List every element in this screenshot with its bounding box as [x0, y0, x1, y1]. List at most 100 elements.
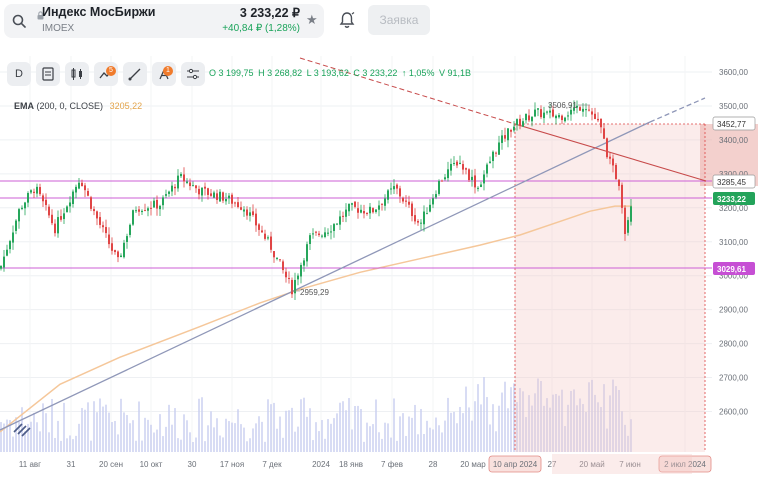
volume-bar [591, 379, 593, 452]
timeframe-button[interactable]: D [7, 62, 31, 86]
volume-bar [618, 389, 620, 452]
volume-bar [519, 388, 521, 452]
candle-body [78, 182, 80, 189]
candle-body [183, 174, 185, 182]
candle-body [393, 186, 395, 190]
candle-body [21, 207, 23, 209]
candle-body [0, 265, 2, 269]
volume-bar [69, 435, 71, 452]
price-tick-label: 3200,00 [719, 204, 748, 213]
candle-body [432, 198, 434, 205]
volume-bar [126, 415, 128, 452]
candle-body [72, 191, 74, 205]
candle-body [207, 188, 209, 195]
candle-body [225, 199, 227, 202]
volume-bar [162, 436, 164, 452]
instrument-selector[interactable] [4, 4, 324, 38]
ohlc-volume: V 91,1B [438, 68, 471, 78]
candle-body [594, 113, 596, 120]
volume-bar [555, 393, 557, 452]
volume-bar [375, 399, 377, 452]
volume-bar [459, 406, 461, 452]
volume-bar [231, 422, 233, 452]
candle-body [480, 184, 482, 187]
volume-bar [528, 395, 530, 452]
volume-bar [627, 435, 629, 452]
candle-body [591, 111, 593, 115]
candle-body [75, 186, 77, 193]
price-change: +40,84 ₽ (1,28%) [222, 23, 300, 34]
candle-body [246, 209, 248, 216]
candle-body [135, 210, 137, 212]
candle-body [165, 194, 167, 196]
volume-bar [498, 405, 500, 452]
candle-body [249, 212, 251, 216]
chart-grid [0, 56, 712, 452]
high-annotation: 3506,91 [548, 101, 577, 110]
volume-bar [441, 432, 443, 452]
volume-bar [120, 398, 122, 452]
time-axis[interactable]: 11 авг 31 20 сен 10 окт 30 17 ноя 7 дек 2024 18 … [19, 454, 712, 474]
candle-body [144, 210, 146, 212]
volume-bar [306, 416, 308, 452]
candle-body [270, 236, 272, 250]
candle-body [585, 109, 587, 111]
candle-body [441, 180, 443, 182]
candle-body [354, 201, 356, 207]
volume-bar [72, 439, 74, 452]
ema-legend[interactable]: EMA (200, 0, CLOSE) 3205,22 [14, 101, 142, 111]
candle-body [429, 204, 431, 212]
volume-bar [36, 422, 38, 452]
volume-bar [600, 407, 602, 452]
volume-bar [273, 402, 275, 452]
candle-body [345, 209, 347, 217]
volume-bar [552, 394, 554, 452]
time-tick-label: 20 май [579, 460, 605, 469]
volume-bar [345, 410, 347, 452]
volume-bar [534, 393, 536, 452]
volume-bar [264, 441, 266, 452]
volume-bar [24, 431, 26, 452]
volume-bar [90, 440, 92, 452]
candle-body [444, 177, 446, 180]
order-button[interactable]: Заявка [368, 5, 430, 35]
candle-body [426, 213, 428, 215]
resistance-line[interactable] [514, 123, 707, 182]
candle-body [396, 184, 398, 189]
volume-bar [270, 404, 272, 452]
volume-bar [300, 399, 302, 452]
volume-bar [15, 417, 17, 452]
price-tick-label: 3300,00 [719, 170, 748, 179]
candle-body [342, 215, 344, 217]
candle-body [195, 185, 197, 189]
candle-body [573, 107, 575, 111]
candle-body [15, 220, 17, 231]
candle-body [564, 117, 566, 122]
alert-bell-icon[interactable] [339, 11, 355, 29]
candle-body [606, 138, 608, 158]
candle-body [174, 186, 176, 189]
volume-bar [189, 432, 191, 452]
candle-body [411, 203, 413, 217]
volume-bar [348, 398, 350, 452]
candle-body [93, 209, 95, 212]
chart-settings-icon[interactable] [36, 62, 60, 86]
candle-body [372, 208, 374, 213]
volume-bar [612, 379, 614, 452]
svg-text:3233,22: 3233,22 [717, 195, 746, 204]
candle-body [465, 168, 467, 170]
favorite-star-icon[interactable]: ★ [306, 12, 318, 27]
candle-type-icon[interactable] [65, 62, 89, 86]
price-chart[interactable]: 3506,91 2959,29 3600,00 3500,00 3400,00 330… [0, 44, 758, 480]
volume-bar [105, 404, 107, 452]
volume-bar [615, 386, 617, 452]
price-axis[interactable]: 3600,00 3500,00 3400,00 3300,00 3200,00 3100,… [719, 68, 748, 417]
support-trend-line[interactable] [0, 121, 651, 431]
candle-body [492, 151, 494, 162]
volume-bar [366, 422, 368, 452]
candle-body [333, 224, 335, 231]
drawing-tools-icon[interactable] [123, 62, 147, 86]
filter-settings-icon[interactable] [181, 62, 205, 86]
candle-body [309, 235, 311, 244]
volume-bar [9, 420, 11, 452]
